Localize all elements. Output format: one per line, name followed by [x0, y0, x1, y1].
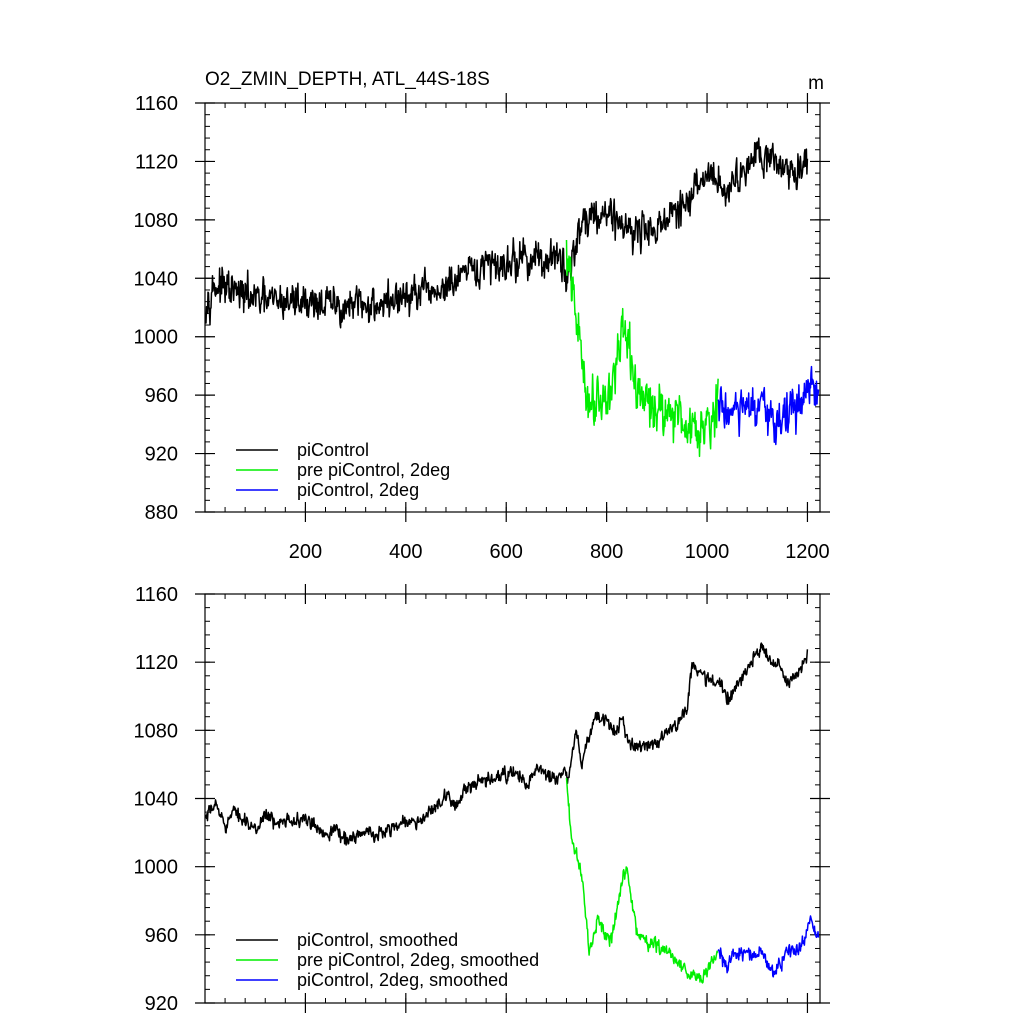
y-tick-label: 1080 — [134, 720, 179, 742]
units-label: m — [808, 73, 824, 94]
y-tick-label: 1160 — [135, 584, 178, 606]
y-tick-label: 920 — [145, 993, 178, 1015]
y-tick-label: 1000 — [134, 857, 179, 879]
series-line-3 — [717, 915, 820, 978]
series-line-2 — [565, 777, 719, 984]
x-tick-label: 200 — [289, 541, 322, 563]
series-line-3 — [717, 365, 820, 446]
legend-label: piControl, 2deg, smoothed — [297, 970, 508, 990]
plot-frame — [204, 102, 821, 513]
chart-panel-1: O2_ZMIN_DEPTH, ATL_44S-18S m 880 920 960 1000… — [134, 69, 830, 563]
legend-label: piControl, smoothed — [297, 930, 458, 950]
y-tick-label: 960 — [145, 385, 178, 407]
y-tick-label: 1120 — [135, 151, 178, 173]
x-tick-label: 400 — [389, 541, 422, 563]
legend-label: pre piControl, 2deg, smoothed — [297, 950, 539, 970]
x-tick-label: 1200 — [785, 541, 830, 563]
y-tick-label: 1000 — [134, 327, 179, 349]
series-line-1 — [205, 137, 809, 329]
y-tick-label: 880 — [145, 502, 178, 524]
chart-panel-2: 920 960 1000 1040 1080 1120 1160 piControl, smo… — [134, 584, 830, 1015]
y-tick-label: 1160 — [135, 93, 178, 115]
series-line-2 — [565, 239, 719, 458]
legend-label: piControl — [297, 440, 369, 460]
y-tick-label: 1040 — [134, 789, 179, 811]
series-line-1 — [205, 642, 809, 846]
y-tick-label: 920 — [145, 444, 178, 466]
y-tick-label: 1080 — [134, 210, 179, 232]
y-tick-label: 1120 — [135, 652, 178, 674]
y-tick-label: 1040 — [134, 268, 179, 290]
y-tick-label: 960 — [145, 925, 178, 947]
x-tick-label: 800 — [590, 541, 623, 563]
legend-label: pre piControl, 2deg — [297, 460, 450, 480]
plot-frame — [204, 593, 821, 1004]
legend-label: piControl, 2deg — [297, 480, 419, 500]
x-tick-label: 1000 — [685, 541, 730, 563]
x-tick-label: 600 — [490, 541, 523, 563]
chart-title: O2_ZMIN_DEPTH, ATL_44S-18S — [205, 69, 490, 90]
